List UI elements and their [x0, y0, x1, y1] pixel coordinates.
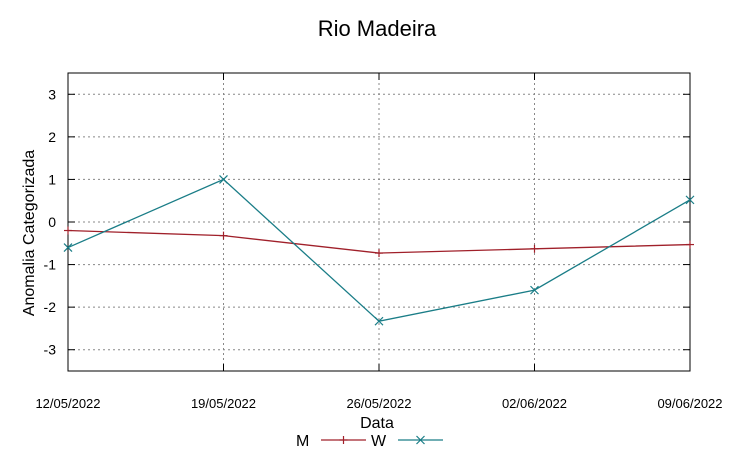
y-tick-label: 0	[48, 214, 56, 230]
data-point-w	[530, 285, 539, 295]
x-tick-label: 26/05/2022	[346, 396, 411, 411]
x-axis-ticks: 12/05/2022 19/05/2022 26/05/2022 02/06/2022…	[35, 73, 723, 411]
marker-d2	[685, 195, 695, 205]
marker-d2	[219, 175, 228, 184]
legend-label-w: W	[371, 433, 387, 450]
y-axis-ticks: 3 2 1 0 -1 -2 -3	[44, 86, 690, 358]
legend: M W	[296, 433, 443, 450]
data-point-w	[685, 195, 695, 205]
data-point-w	[219, 175, 228, 184]
y-tick-label: -3	[44, 342, 57, 358]
y-tick-label: 1	[48, 171, 56, 187]
legend-label-m: M	[296, 433, 309, 450]
x-tick-label: 09/06/2022	[657, 396, 722, 411]
data-point-m	[64, 226, 72, 235]
marker-d2	[63, 243, 73, 252]
x-tick-label: 19/05/2022	[191, 396, 256, 411]
x-tick-label: 12/05/2022	[35, 396, 100, 411]
y-tick-label: 3	[48, 86, 56, 102]
y-axis-label: Anomalia Categorizada	[21, 150, 38, 316]
series-group	[63, 175, 695, 326]
grid-lines	[68, 73, 690, 371]
marker-d2	[416, 435, 425, 445]
data-point-w	[374, 316, 384, 326]
x-axis-label: Data	[360, 415, 394, 432]
y-tick-label: -2	[44, 299, 57, 315]
y-tick-label: 2	[48, 129, 56, 145]
y-tick-label: -1	[44, 257, 57, 273]
legend-marker-w	[416, 435, 425, 445]
data-point-m	[530, 244, 539, 253]
data-point-m	[686, 240, 694, 249]
marker-d2	[374, 316, 384, 326]
x-tick-label: 02/06/2022	[502, 396, 567, 411]
data-point-m	[375, 249, 383, 258]
marker-d2	[530, 285, 539, 295]
data-point-m	[219, 231, 228, 240]
data-point-w	[63, 243, 73, 252]
legend-marker-m	[339, 436, 348, 444]
chart-title: Rio Madeira	[318, 16, 437, 41]
